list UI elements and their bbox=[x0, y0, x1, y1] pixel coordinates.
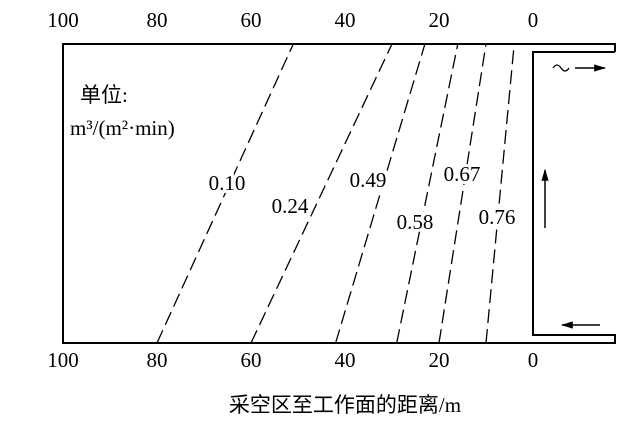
goaf-frame bbox=[62, 43, 616, 344]
isoline bbox=[485, 43, 515, 344]
unit: m³/(m²·min) bbox=[70, 116, 175, 140]
x-axis-label: 采空区至工作面的距离/m bbox=[229, 393, 461, 417]
isoline bbox=[334, 43, 426, 344]
x-tick-label-bottom: 100 bbox=[47, 348, 79, 372]
isoline bbox=[156, 43, 294, 344]
airflow-symbol bbox=[552, 64, 570, 72]
isoline-label: 0.49 bbox=[350, 168, 387, 192]
x-tick-label-bottom: 40 bbox=[335, 348, 356, 372]
isoline-label: 0.58 bbox=[397, 210, 434, 234]
unit-title: 单位: bbox=[80, 83, 128, 107]
x-tick-label-top: 0 bbox=[528, 8, 539, 32]
x-tick-label-top: 20 bbox=[429, 8, 450, 32]
x-tick-label-bottom: 20 bbox=[429, 348, 450, 372]
isoline-label: 0.76 bbox=[479, 205, 516, 229]
isoline-label: 0.67 bbox=[444, 162, 481, 186]
x-tick-label-top: 40 bbox=[335, 8, 356, 32]
x-tick-label-top: 80 bbox=[147, 8, 168, 32]
isoline-label: 0.10 bbox=[209, 171, 246, 195]
isoline bbox=[250, 43, 393, 344]
isoline bbox=[438, 43, 487, 344]
x-tick-label-bottom: 60 bbox=[241, 348, 262, 372]
x-tick-label-bottom: 0 bbox=[528, 348, 539, 372]
isoline bbox=[396, 43, 459, 344]
x-tick-label-top: 100 bbox=[47, 8, 79, 32]
isoline-label: 0.24 bbox=[272, 194, 309, 218]
x-tick-label-top: 60 bbox=[241, 8, 262, 32]
x-tick-label-bottom: 80 bbox=[147, 348, 168, 372]
